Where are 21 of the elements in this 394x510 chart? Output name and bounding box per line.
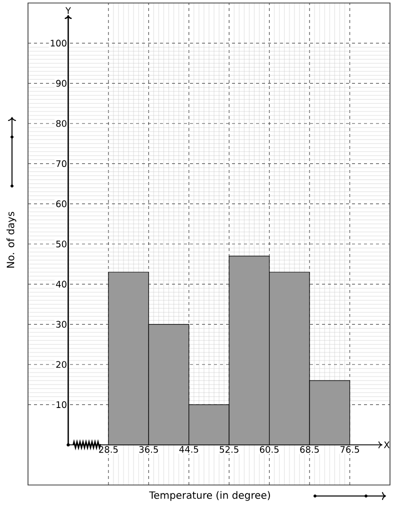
y-tick-label: 10 (56, 401, 66, 408)
x-axis-title: Temperature (in degree) (149, 491, 270, 501)
y-tick-label: 60 (56, 200, 66, 208)
x-tick-label: 60.5 (260, 446, 279, 453)
y-tick-label: 90 (56, 80, 66, 87)
annotation: Y (65, 7, 71, 14)
x-tick-label: 68.5 (300, 446, 319, 453)
y-tick-label: 30 (56, 320, 66, 328)
x-tick-label: 28.5 (99, 446, 118, 453)
y-tick-label: 80 (56, 120, 66, 127)
x-tick-label: 76.5 (340, 446, 360, 453)
y-tick-label: 20 (56, 361, 66, 368)
x-tick-label: 52.5 (220, 446, 238, 453)
y-tick-label: 50 (56, 240, 66, 248)
y-axis-title: No. of days (6, 212, 16, 268)
y-tick-label: 100 (50, 40, 66, 47)
annotation: X (384, 442, 390, 448)
x-tick-label: 44.5 (179, 446, 198, 453)
y-tick-label: 40 (56, 280, 66, 288)
x-tick-label: 36.5 (139, 446, 158, 453)
y-tick-label: 70 (56, 160, 66, 168)
